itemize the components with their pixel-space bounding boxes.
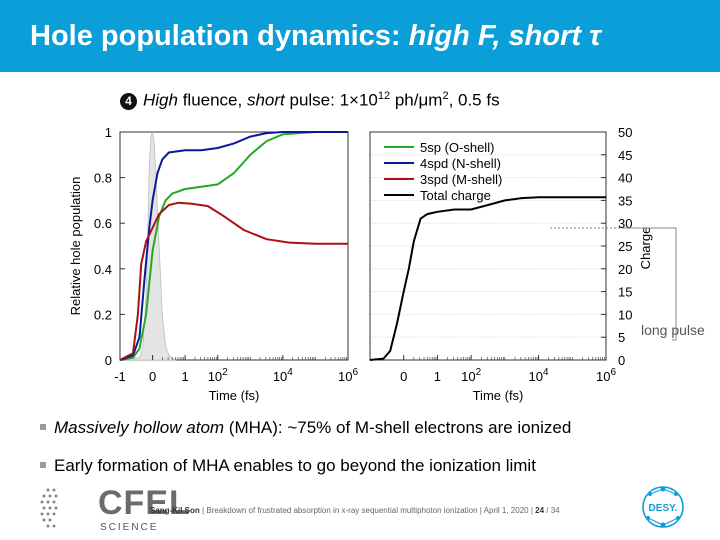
number-badge: 4 [120,92,137,110]
legend-label: 3spd (M-shell) [420,172,502,187]
x-tick-label: 104 [273,367,293,384]
bullet-square-icon [40,462,46,468]
cfel-wordmark: CFEL [98,484,191,522]
x-axis-label: Time (fs) [473,388,524,403]
series-line-total [369,196,606,361]
x-tick-label: 102 [461,367,481,384]
x-tick-label: 0 [149,369,156,384]
annotation-bracket [624,227,677,341]
header-bar: Hole population dynamics: high F, short … [0,0,720,72]
legend-label: 5sp (O-shell) [420,140,494,155]
legend-label: Total charge [420,188,491,203]
right-chart: 0 5 10 15 20 25 30 35 40 45 50 0 1 102 104 106 Time (fs)… [369,125,705,403]
plot-frame [119,131,349,361]
desy-logo: DESY. [640,484,686,530]
x-tick-label: 104 [529,367,549,384]
svg-text:DESY.: DESY. [649,503,678,514]
series-line-blue [119,131,348,361]
bullet-square-icon [40,424,46,430]
y-tick-label: 30 [618,216,632,231]
desy-mark-icon: DESY. [642,486,684,528]
y-tick-label: 5 [618,330,625,345]
cfel-science: SCIENCE [100,522,159,533]
y-tick-label: 1 [105,125,112,140]
x-tick-label: 0 [400,369,407,384]
y-axis-label: Charge [638,227,653,270]
y-tick-label: 20 [618,262,632,277]
x-tick-label: 1 [182,369,189,384]
x-tick-label: 106 [338,367,358,384]
y-tick-label: 15 [618,285,632,300]
series-line-green [119,131,348,361]
y-tick-label: 0 [618,353,625,368]
bullet-2: Early formation of MHA enables to go bey… [40,456,536,476]
y-tick-label: 0 [105,353,112,368]
y-tick-label: 0.2 [94,307,112,322]
x-tick-label: 1 [434,369,441,384]
y-tick-label: 0.8 [94,171,112,186]
footer: Sang-Kil Son | Breakdown of frustrated a… [150,506,560,515]
x-tick-label: -1 [114,369,126,384]
y-tick-label: 10 [618,307,632,322]
slide-subtitle: 4 High fluence, short pulse: 1×1012 ph/μm… [120,90,500,111]
y-tick-label: 35 [618,193,632,208]
y-tick-label: 0.6 [94,216,112,231]
y-tick-label: 50 [618,125,632,140]
series-line-red [119,201,348,361]
x-tick-label: 102 [208,367,228,384]
x-tick-label: 106 [596,367,616,384]
slide-title: Hole population dynamics: high F, short … [30,20,601,52]
cfel-mark-icon [40,488,58,528]
bullet-1: Massively hollow atom (MHA): ~75% of M-s… [40,418,571,438]
y-tick-label: 25 [618,239,632,254]
y-tick-label: 40 [618,171,632,186]
legend-label: 4spd (N-shell) [420,156,501,171]
y-axis-label: Relative hole population [68,177,83,316]
y-tick-label: 0.4 [94,262,112,277]
y-tick-label: 45 [618,148,632,163]
annotation-label: long pulse [641,322,705,338]
x-axis-label: Time (fs) [209,388,260,403]
